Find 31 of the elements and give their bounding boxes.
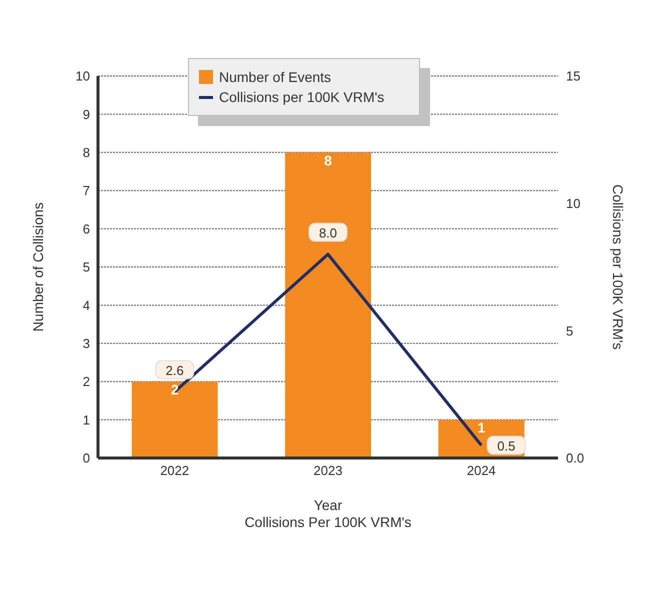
y-tick-label: 5 — [82, 260, 90, 275]
y2-tick-label: 15 — [566, 68, 580, 84]
y-tick-label: 0 — [82, 450, 90, 466]
y2-tick-label: 5 — [566, 323, 574, 338]
data-label: 0.5 — [497, 438, 516, 454]
y-tick-label: 4 — [82, 298, 90, 313]
x-axis-title: Year — [314, 497, 342, 513]
data-label: 2.6 — [166, 362, 184, 378]
y2-axis-title: Collisions per 100K VRM's — [610, 184, 626, 350]
data-label: 8.0 — [318, 225, 338, 240]
x-tick-label: 2022 — [160, 463, 190, 478]
bar — [285, 152, 372, 458]
y-tick-label: 2 — [82, 374, 90, 390]
y2-tick-label: 0.0 — [566, 450, 584, 466]
data-label: 1 — [478, 420, 486, 436]
y-tick-label: 3 — [82, 336, 90, 352]
bar — [132, 382, 218, 458]
y-tick-label: 7 — [82, 183, 90, 198]
x-tick-label: 2024 — [466, 463, 496, 478]
legend-label: Number of Events — [219, 69, 332, 85]
y-tick-label: 1 — [82, 412, 90, 428]
y-tick-label: 10 — [76, 68, 90, 84]
y-tick-label: 9 — [82, 106, 90, 122]
y-axis-title: Number of Collisions — [30, 202, 46, 332]
y2-tick-label: 10 — [566, 196, 580, 211]
data-label: 8 — [324, 152, 332, 168]
y-tick-label: 8 — [82, 145, 90, 160]
legend-label: Collisions per 100K VRM's — [219, 89, 384, 105]
x-tick-label: 2023 — [314, 463, 342, 478]
y-tick-label: 6 — [82, 221, 90, 236]
text: Collisions Per 100K VRM's — [244, 514, 412, 530]
